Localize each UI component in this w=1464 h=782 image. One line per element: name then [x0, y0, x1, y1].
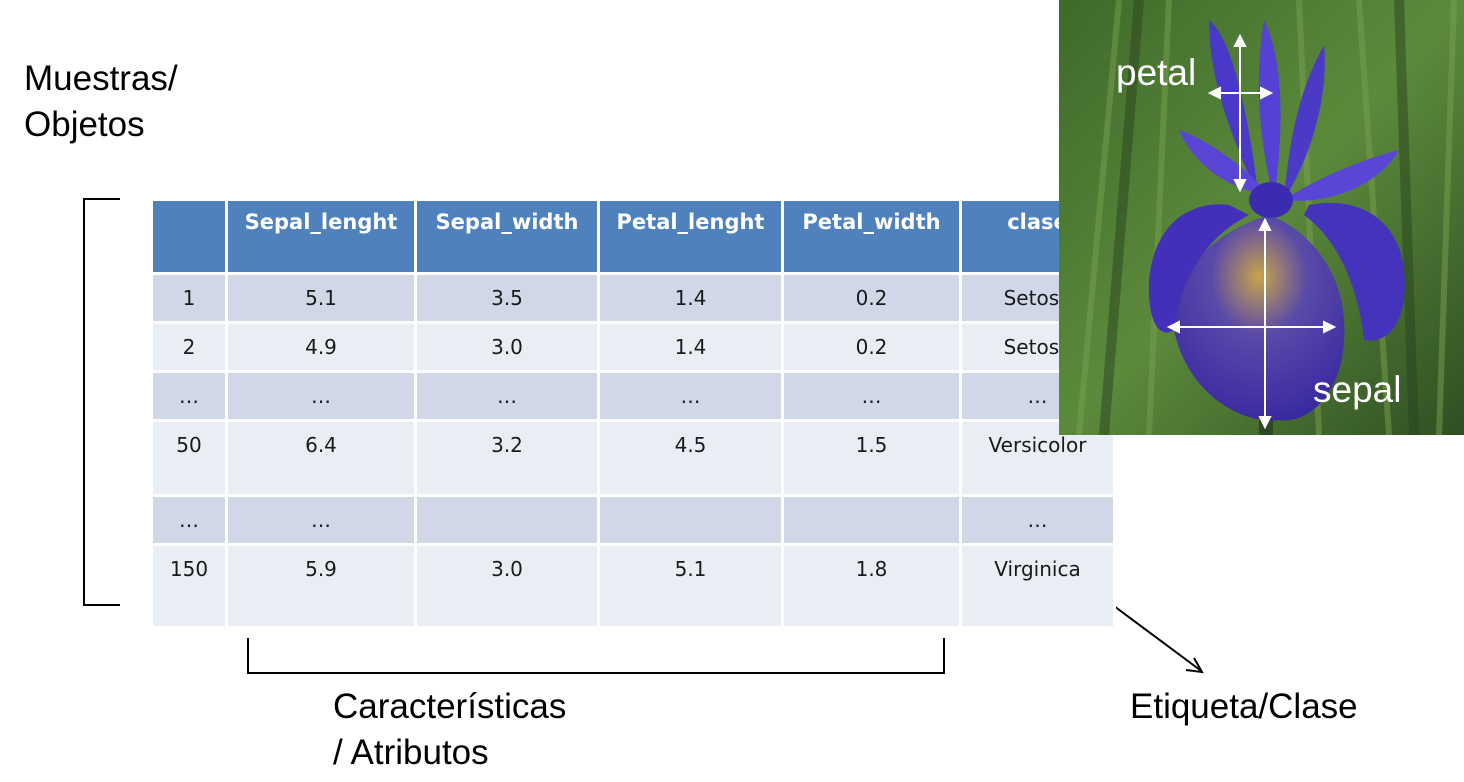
table-cell: 5.1	[597, 543, 784, 629]
samples-bracket	[83, 198, 120, 606]
column-header-index	[150, 198, 228, 275]
column-header-petal-length: Petal_lenght	[597, 198, 784, 275]
table-cell: 3.0	[414, 321, 600, 373]
table-cell: 5.9	[225, 543, 417, 629]
features-label: Características / Atributos	[333, 684, 566, 776]
table-row: 150 5.9 3.0 5.1 1.8 Virginica	[150, 543, 1116, 629]
petal-label: petal	[1116, 52, 1196, 93]
table-row: … … … … … …	[150, 370, 1116, 422]
table-cell: …	[225, 370, 417, 422]
table-row: 50 6.4 3.2 4.5 1.5 Versicolor	[150, 419, 1116, 497]
table-cell: 4.5	[597, 419, 784, 497]
table-cell: 1	[150, 272, 228, 324]
table-cell: 3.5	[414, 272, 600, 324]
table-cell: 0.2	[781, 321, 962, 373]
column-header-sepal-width: Sepal_width	[414, 198, 600, 275]
table-row: … … …	[150, 494, 1116, 546]
table-cell: …	[414, 370, 600, 422]
label-arrow-head	[1185, 657, 1204, 674]
features-bracket	[247, 638, 945, 674]
table-cell: 1.5	[781, 419, 962, 497]
iris-flower-photo: petal sepal	[1059, 0, 1464, 435]
table-cell: 50	[150, 419, 228, 497]
table-cell: …	[597, 370, 784, 422]
table-cell: 0.2	[781, 272, 962, 324]
table-cell	[781, 494, 962, 546]
table-cell: …	[225, 494, 417, 546]
table-cell: …	[959, 494, 1116, 546]
label-arrow	[1113, 605, 1201, 671]
table-cell: 1.4	[597, 272, 784, 324]
table-cell: 4.9	[225, 321, 417, 373]
samples-label-line-1: Muestras/	[24, 59, 178, 98]
table-cell	[597, 494, 784, 546]
features-label-line-2: / Atributos	[333, 733, 489, 772]
sepal-label: sepal	[1313, 369, 1401, 410]
table-cell: 3.2	[414, 419, 600, 497]
table-cell: 1.4	[597, 321, 784, 373]
table-cell: 3.0	[414, 543, 600, 629]
table-cell: Virginica	[959, 543, 1116, 629]
table-cell: …	[150, 494, 228, 546]
class-label: Etiqueta/Clase	[1130, 687, 1358, 726]
features-label-line-1: Características	[333, 687, 567, 726]
table-cell: …	[781, 370, 962, 422]
sepal-measure-arrows	[1166, 217, 1337, 430]
table-cell: 150	[150, 543, 228, 629]
table-cell: 5.1	[225, 272, 417, 324]
table-header-row: Sepal_lenght Sepal_width Petal_lenght Pe…	[150, 198, 1116, 275]
table-cell: 2	[150, 321, 228, 373]
column-header-sepal-length: Sepal_lenght	[225, 198, 417, 275]
samples-label: Muestras/ Objetos	[24, 56, 178, 148]
table-cell: 1.8	[781, 543, 962, 629]
table-cell	[414, 494, 600, 546]
table-row: 1 5.1 3.5 1.4 0.2 Setosa	[150, 272, 1116, 324]
column-header-petal-width: Petal_width	[781, 198, 962, 275]
petal-measure-arrows	[1207, 33, 1274, 193]
table-row: 2 4.9 3.0 1.4 0.2 Setosa	[150, 321, 1116, 373]
samples-label-line-2: Objetos	[24, 105, 145, 144]
table-cell: 6.4	[225, 419, 417, 497]
iris-data-table: Sepal_lenght Sepal_width Petal_lenght Pe…	[150, 198, 1116, 629]
table-cell: …	[150, 370, 228, 422]
